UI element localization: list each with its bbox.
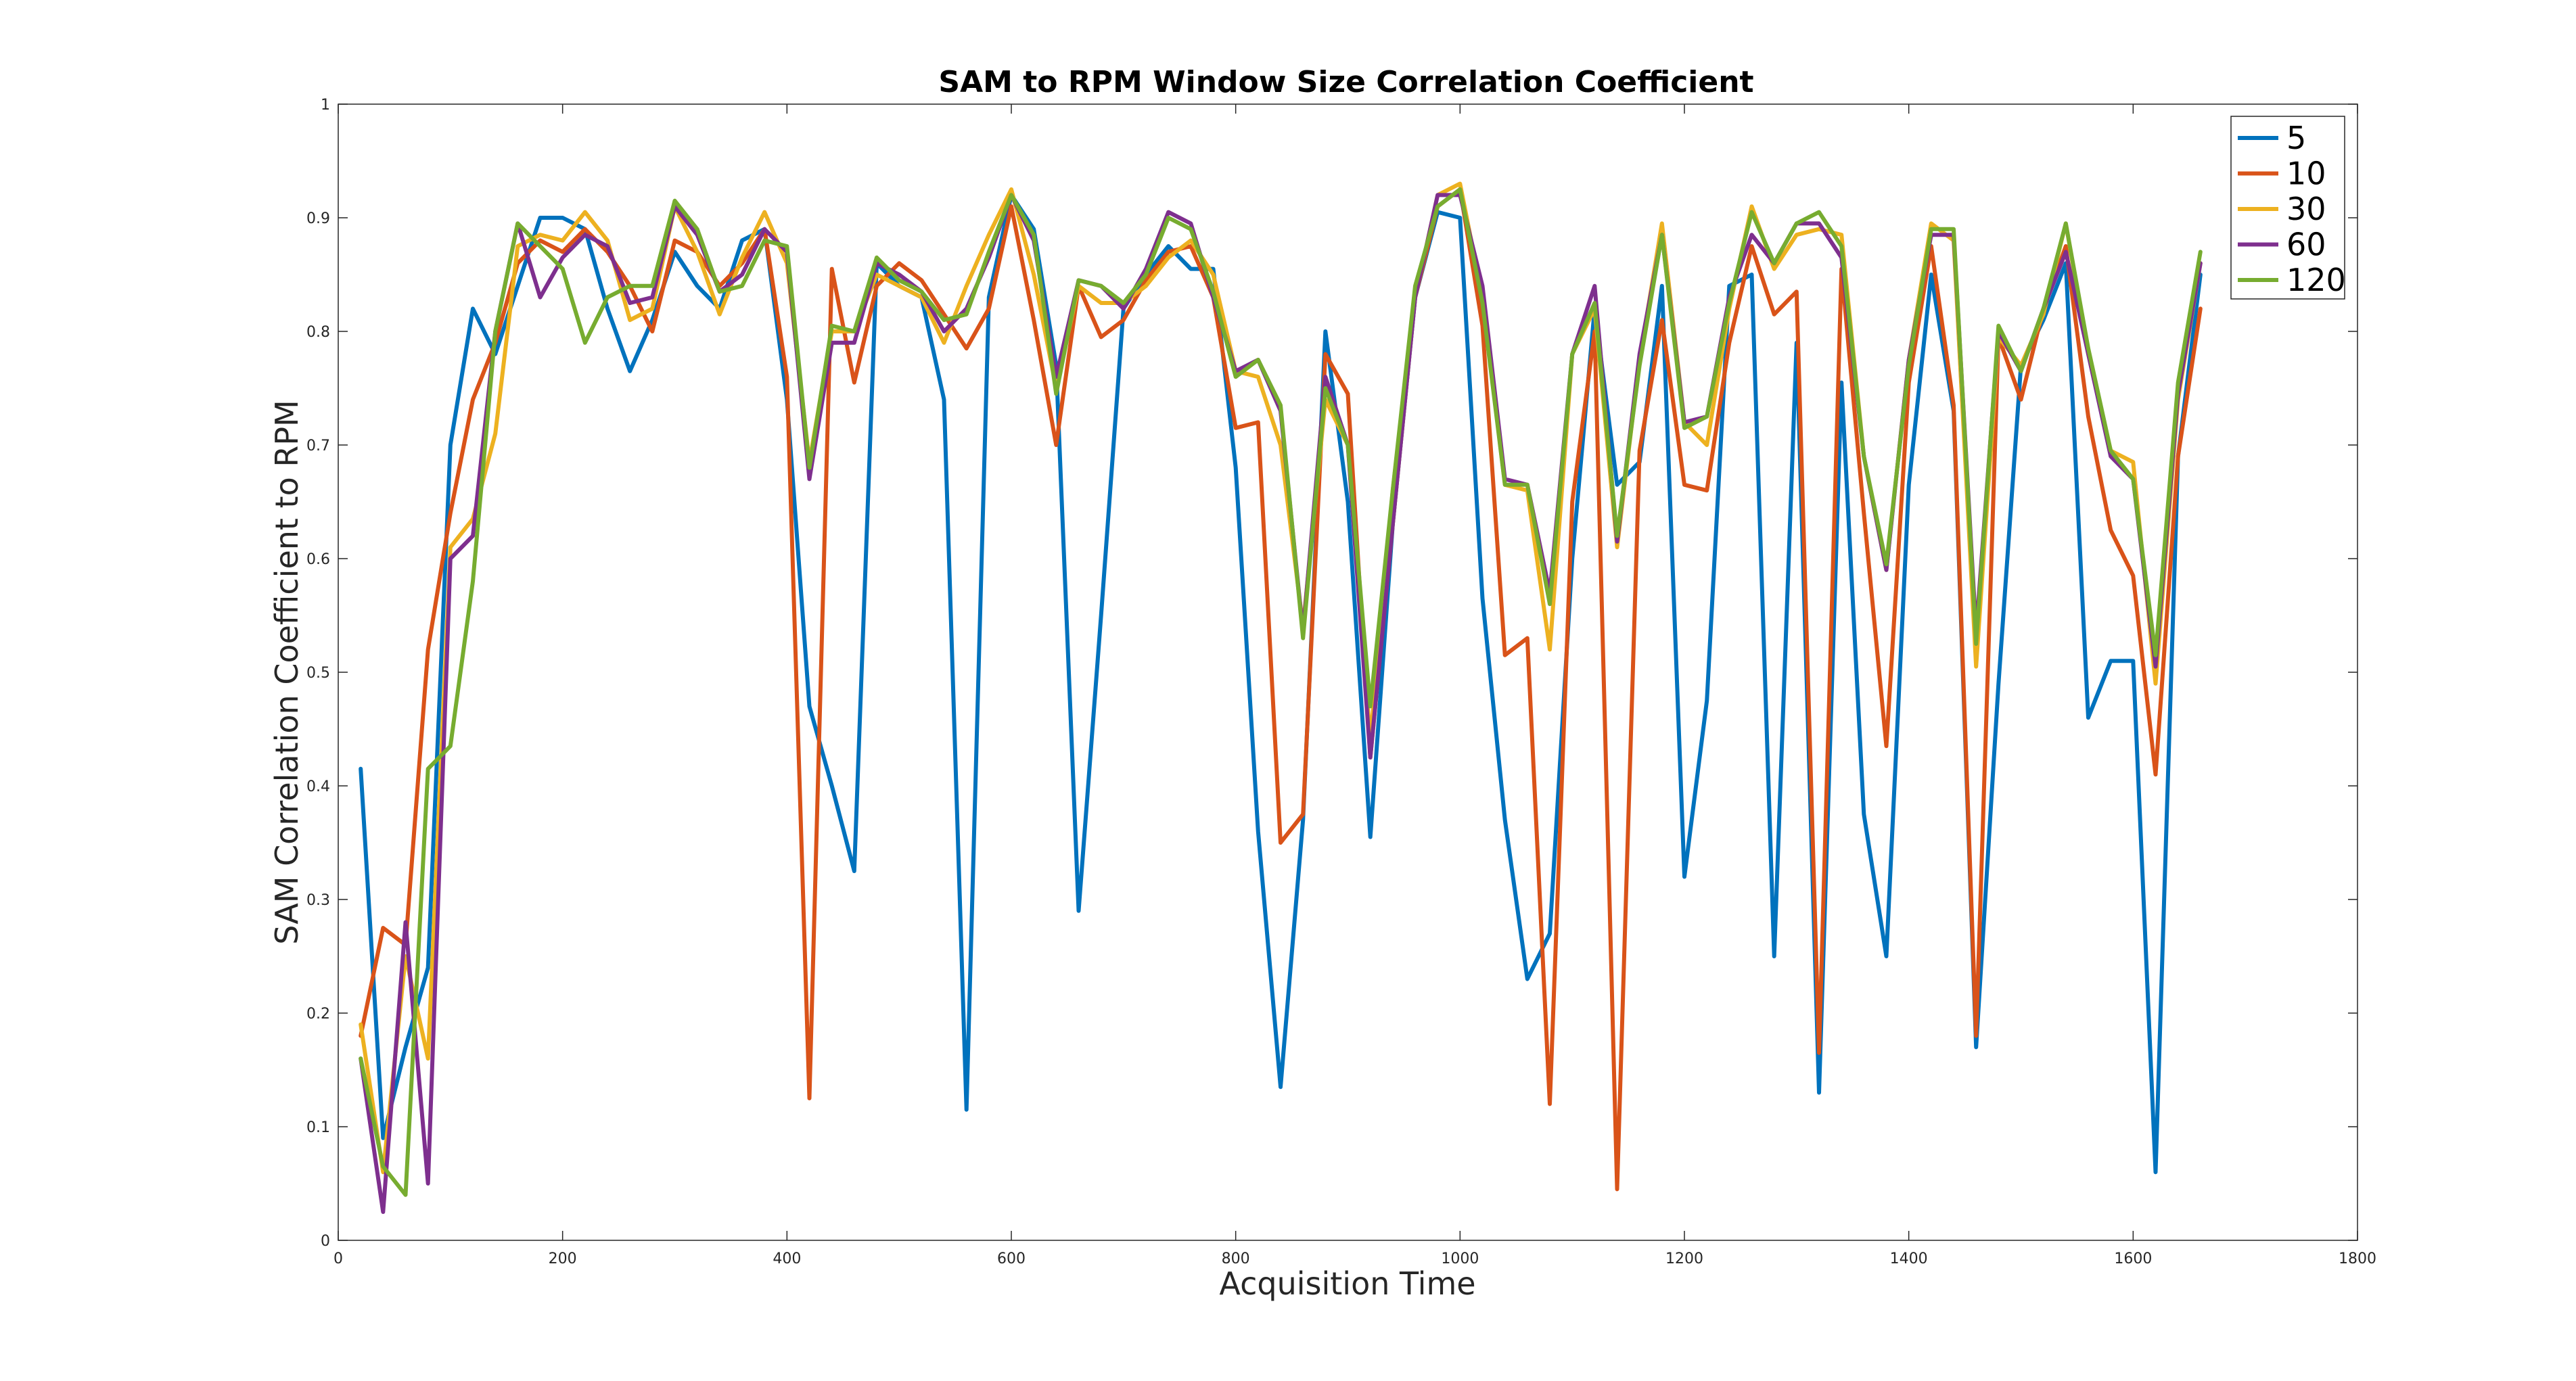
x-tick-label: 800 <box>1222 1250 1250 1267</box>
y-tick-label: 0.2 <box>306 1006 330 1023</box>
y-tick-label: 0.4 <box>306 778 330 795</box>
legend-label-10: 10 <box>2286 156 2326 192</box>
y-axis-label: SAM Correlation Coefficient to RPM <box>269 400 305 945</box>
x-tick-label: 1200 <box>1665 1250 1703 1267</box>
y-tick-label: 0.9 <box>306 210 330 227</box>
y-tick-label: 0 <box>321 1233 330 1250</box>
legend-label-120: 120 <box>2286 262 2346 298</box>
x-tick-label: 1800 <box>2339 1250 2376 1267</box>
x-axis-ticks: 0 200 400 600 800 1000 1200 1400 1600 1800 <box>334 104 2376 1267</box>
x-tick-label: 0 <box>334 1250 343 1267</box>
series-line-10 <box>359 187 2203 1192</box>
y-tick-label: 0.3 <box>306 892 330 909</box>
x-axis-label: Acquisition Time <box>1219 1265 1475 1302</box>
y-tick-label: 0.6 <box>306 551 330 568</box>
series-lines <box>359 181 2203 1214</box>
y-tick-label: 0.7 <box>306 438 330 454</box>
legend-label-30: 30 <box>2286 191 2326 227</box>
x-tick-label: 600 <box>997 1250 1026 1267</box>
legend-label-60: 60 <box>2286 227 2326 263</box>
x-tick-label: 1000 <box>1441 1250 1479 1267</box>
x-tick-label: 400 <box>773 1250 801 1267</box>
x-tick-label: 1600 <box>2114 1250 2152 1267</box>
y-tick-label: 1 <box>321 97 330 114</box>
legend-label-5: 5 <box>2286 120 2306 156</box>
y-tick-label: 0.8 <box>306 324 330 341</box>
plot-area <box>338 103 2358 1241</box>
x-tick-label: 200 <box>549 1250 577 1267</box>
x-tick-label: 1400 <box>1890 1250 1928 1267</box>
y-axis-ticks: 0 0.1 0.2 0.3 0.4 0.5 0.6 0.7 0.8 0.9 1 <box>306 97 2358 1250</box>
chart-title: SAM to RPM Window Size Correlation Coeff… <box>938 65 1753 99</box>
y-tick-label: 0.1 <box>306 1119 330 1136</box>
series-line-120 <box>359 187 2203 1197</box>
y-tick-label: 0.5 <box>306 665 330 682</box>
